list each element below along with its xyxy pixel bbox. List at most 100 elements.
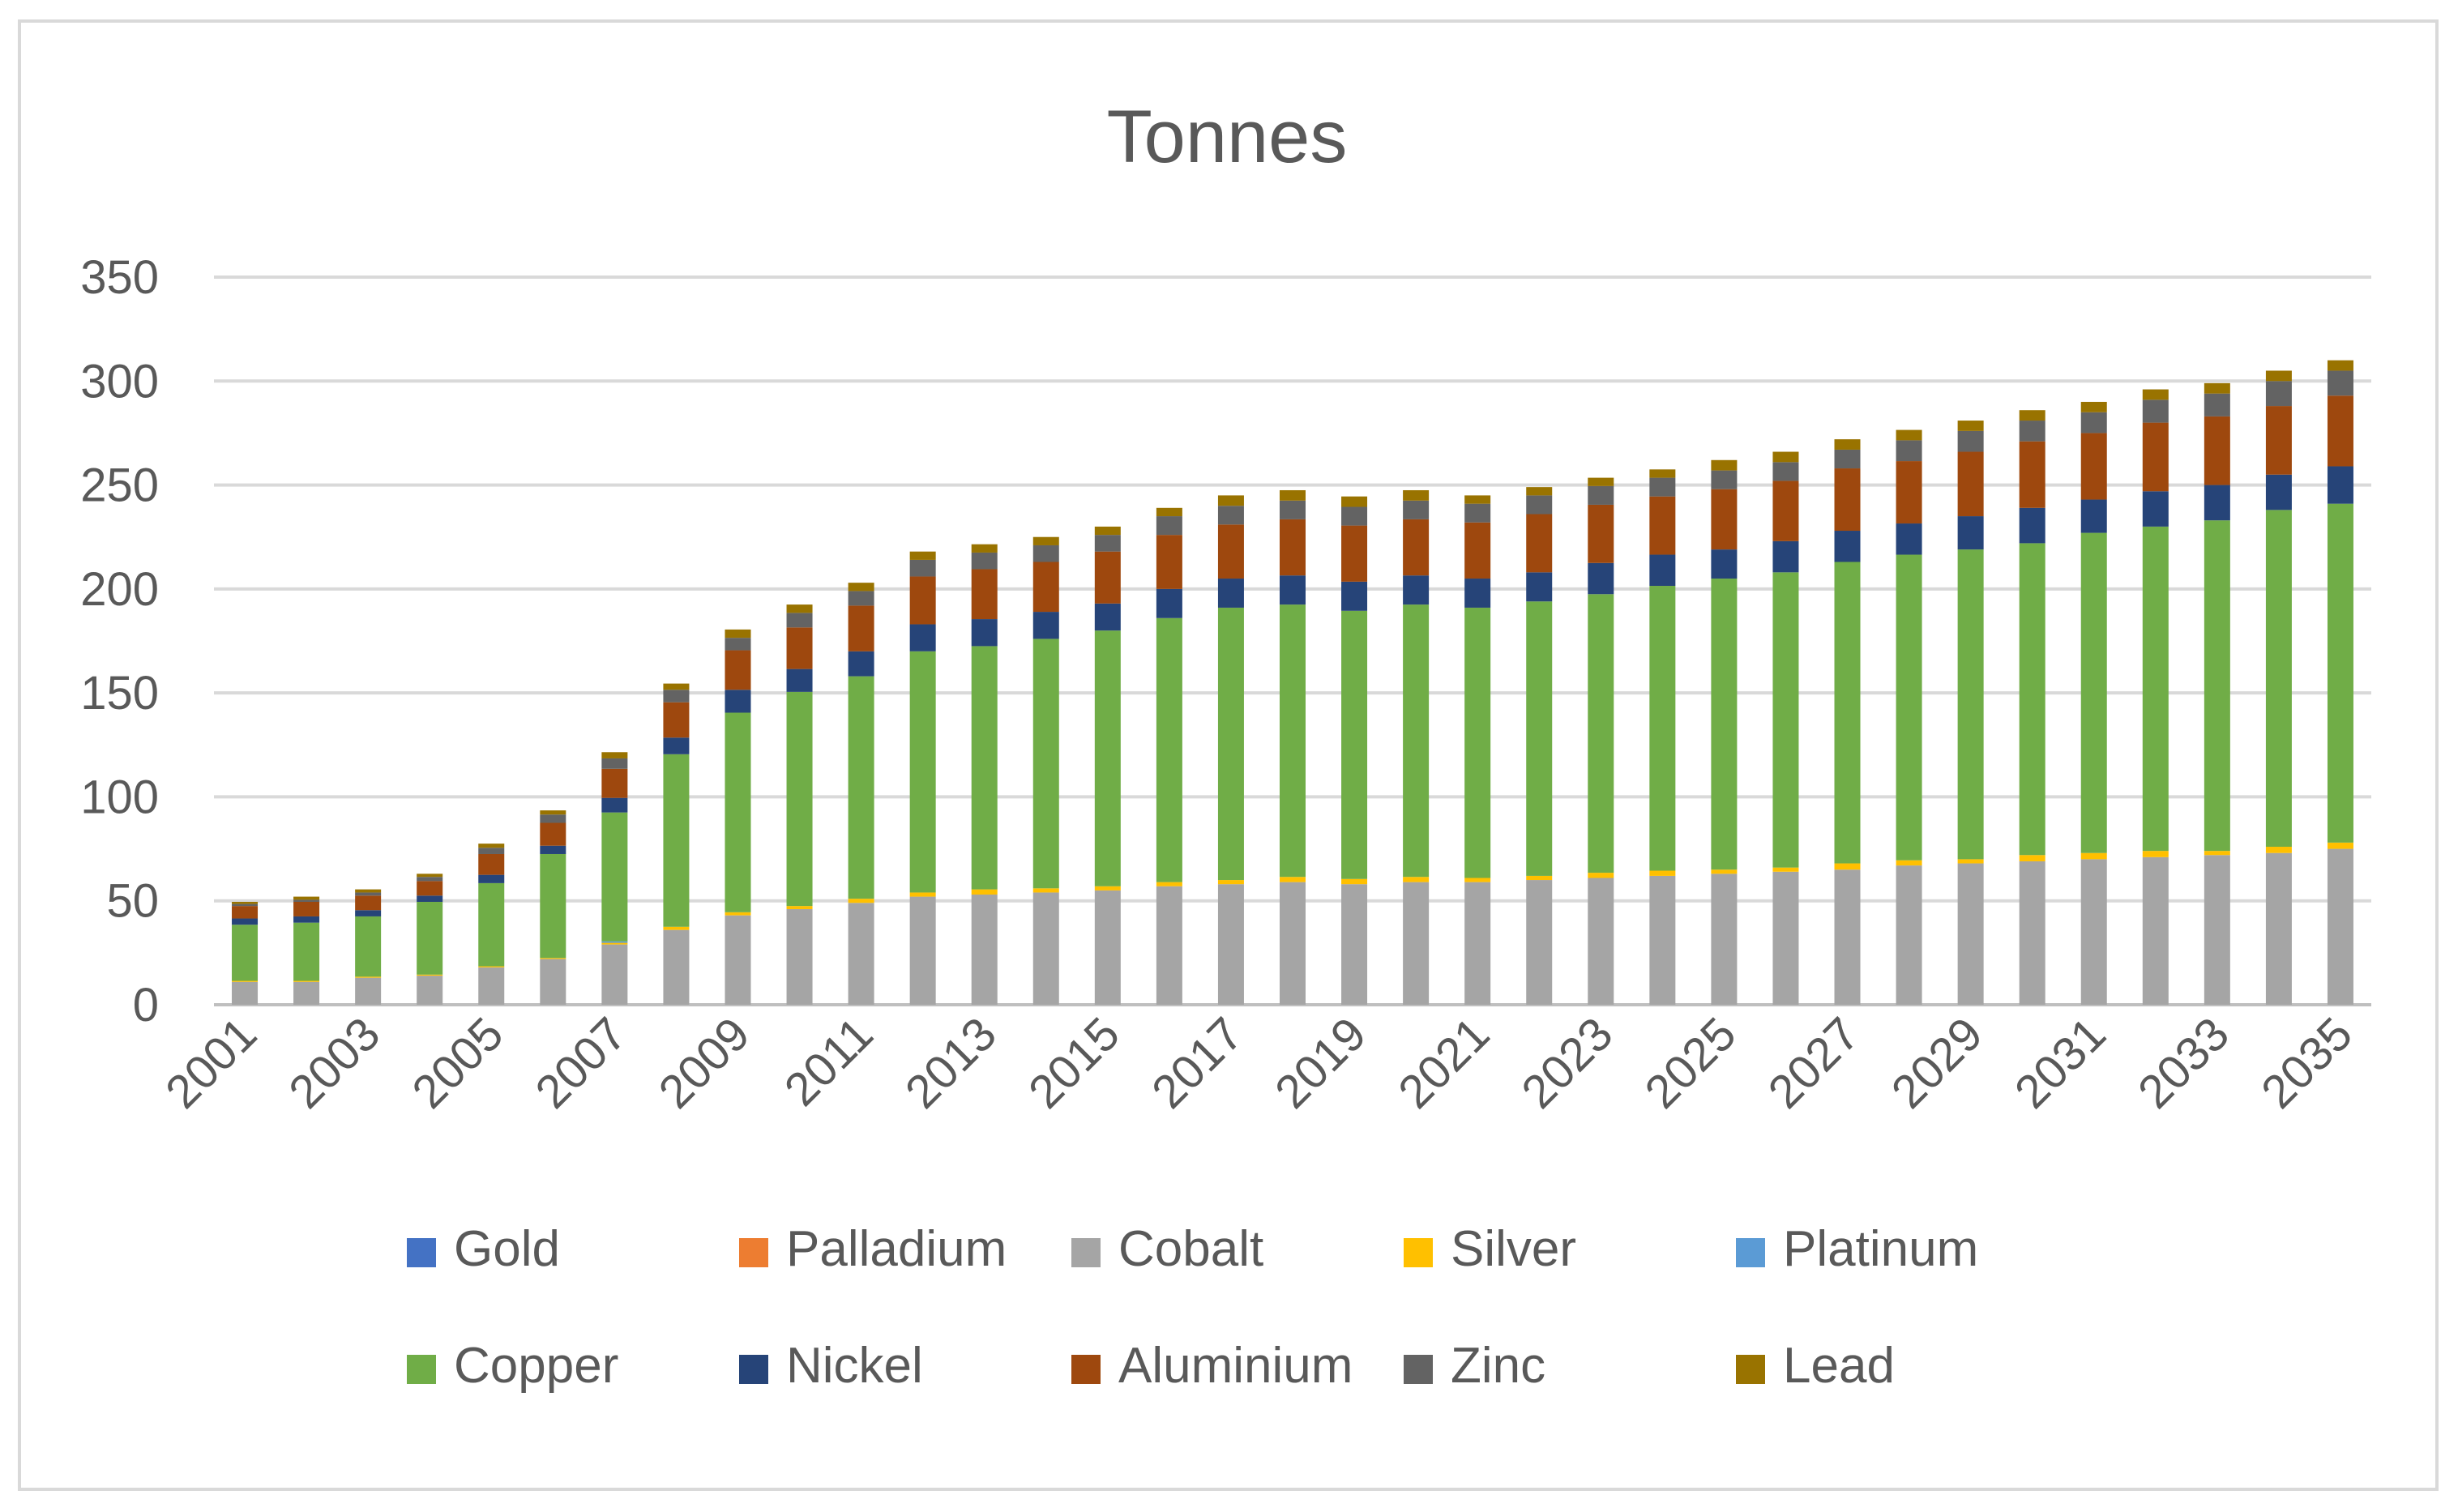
- bar-zinc-2007: [601, 758, 628, 769]
- bar-cobalt-2006: [540, 959, 566, 1005]
- bar-lead-2008: [663, 683, 690, 690]
- y-tick-label-250: 250: [80, 459, 159, 512]
- bar-nickel-2012: [909, 624, 936, 651]
- bar-copper-2005: [478, 882, 505, 967]
- x-tick-label-2013: 2013: [896, 1007, 1007, 1118]
- bar-silver-2021: [1464, 878, 1491, 882]
- bar-cobalt-2009: [725, 915, 751, 1005]
- bar-copper-2017: [1217, 607, 1244, 881]
- bar-copper-2014: [1032, 639, 1059, 889]
- bar-zinc-2019: [1341, 506, 1368, 526]
- bar-aluminium-2030: [2019, 441, 2045, 508]
- bar-copper-2011: [848, 676, 874, 899]
- bar-copper-2012: [909, 651, 936, 893]
- bar-aluminium-2012: [909, 576, 936, 625]
- bar-nickel-2030: [2019, 507, 2045, 544]
- x-tick-label-2033: 2033: [2128, 1007, 2239, 1118]
- x-tick-label-2023: 2023: [1511, 1007, 1622, 1118]
- bar-aluminium-2006: [540, 822, 566, 846]
- bar-copper-2030: [2019, 543, 2045, 856]
- legend-swatch-copper: [407, 1355, 436, 1384]
- bar-cobalt-2003: [355, 977, 382, 1005]
- bar-cobalt-2023: [1588, 878, 1614, 1005]
- bar-zinc-2011: [848, 591, 874, 606]
- bar-aluminium-2003: [355, 895, 382, 911]
- bar-nickel-2020: [1403, 575, 1430, 605]
- bar-copper-2004: [417, 901, 443, 975]
- bar-aluminium-2008: [663, 702, 690, 738]
- bar-cobalt-2028: [1896, 865, 1922, 1005]
- bar-zinc-2006: [540, 814, 566, 823]
- bar-aluminium-2034: [2265, 406, 2292, 475]
- bar-lead-2024: [1649, 469, 1676, 478]
- legend-swatch-zinc: [1404, 1355, 1433, 1384]
- bar-cobalt-2021: [1464, 882, 1491, 1005]
- bar-nickel-2017: [1217, 579, 1244, 608]
- bar-silver-2008: [663, 926, 690, 930]
- bar-copper-2003: [355, 916, 382, 977]
- y-tick-label-300: 300: [80, 355, 159, 408]
- bar-copper-2016: [1156, 617, 1182, 882]
- bar-copper-2009: [725, 712, 751, 912]
- bar-zinc-2034: [2265, 381, 2292, 407]
- x-tick-label-2027: 2027: [1759, 1007, 1870, 1118]
- bar-silver-2006: [540, 958, 566, 959]
- bar-aluminium-2027: [1834, 468, 1861, 532]
- bar-copper-2019: [1341, 610, 1368, 879]
- legend-label-nickel: Nickel: [786, 1338, 923, 1394]
- bar-silver-2028: [1896, 860, 1922, 866]
- bar-copper-2001: [232, 925, 259, 981]
- x-tick-label-2017: 2017: [1142, 1007, 1253, 1118]
- bar-lead-2001: [232, 901, 259, 904]
- x-tick-label-2035: 2035: [2251, 1007, 2362, 1118]
- x-tick-label-2009: 2009: [648, 1007, 759, 1118]
- bar-nickel-2010: [786, 668, 813, 692]
- bar-silver-2023: [1588, 873, 1614, 878]
- bar-zinc-2001: [232, 903, 259, 907]
- bar-cobalt-2035: [2327, 848, 2353, 1005]
- bar-lead-2015: [1094, 526, 1121, 536]
- bar-lead-2016: [1156, 507, 1182, 517]
- bar-zinc-2014: [1032, 545, 1059, 562]
- bar-nickel-2001: [232, 918, 259, 925]
- bar-nickel-2024: [1649, 554, 1676, 587]
- bar-silver-2002: [293, 980, 320, 982]
- bar-lead-2019: [1341, 496, 1368, 507]
- bar-lead-2005: [478, 844, 505, 848]
- bar-aluminium-2029: [1957, 451, 1984, 517]
- bar-zinc-2004: [417, 877, 443, 882]
- bar-copper-2015: [1094, 630, 1121, 886]
- bar-silver-2032: [2142, 851, 2169, 857]
- bar-silver-2010: [786, 906, 813, 909]
- bar-silver-2009: [725, 912, 751, 916]
- legend-label-aluminium: Aluminium: [1118, 1338, 1353, 1394]
- bar-zinc-2025: [1711, 470, 1738, 489]
- x-tick-label-2015: 2015: [1019, 1007, 1130, 1118]
- bar-cobalt-2016: [1156, 886, 1182, 1005]
- bar-silver-2029: [1957, 859, 1984, 864]
- bar-zinc-2016: [1156, 516, 1182, 536]
- legend-label-gold: Gold: [454, 1221, 560, 1277]
- bar-zinc-2024: [1649, 477, 1676, 497]
- bar-zinc-2035: [2327, 370, 2353, 396]
- legend-swatch-cobalt: [1071, 1238, 1101, 1267]
- bar-aluminium-2024: [1649, 496, 1676, 555]
- bar-nickel-2018: [1280, 575, 1306, 605]
- bar-nickel-2026: [1772, 540, 1799, 573]
- bar-platinum-2007: [601, 941, 628, 943]
- bar-copper-2026: [1772, 572, 1799, 868]
- bar-copper-2024: [1649, 586, 1676, 871]
- bar-nickel-2035: [2327, 466, 2353, 504]
- bar-lead-2014: [1032, 536, 1059, 545]
- bar-cobalt-2020: [1403, 882, 1430, 1005]
- bar-silver-2018: [1280, 877, 1306, 882]
- bar-lead-2027: [1834, 439, 1861, 450]
- bar-zinc-2032: [2142, 399, 2169, 423]
- y-tick-label-100: 100: [80, 771, 159, 823]
- bar-nickel-2009: [725, 690, 751, 713]
- bar-zinc-2021: [1464, 503, 1491, 523]
- bar-zinc-2022: [1526, 495, 1553, 515]
- bar-zinc-2015: [1094, 535, 1121, 552]
- bar-cobalt-2004: [417, 976, 443, 1005]
- bar-cobalt-2011: [848, 903, 874, 1005]
